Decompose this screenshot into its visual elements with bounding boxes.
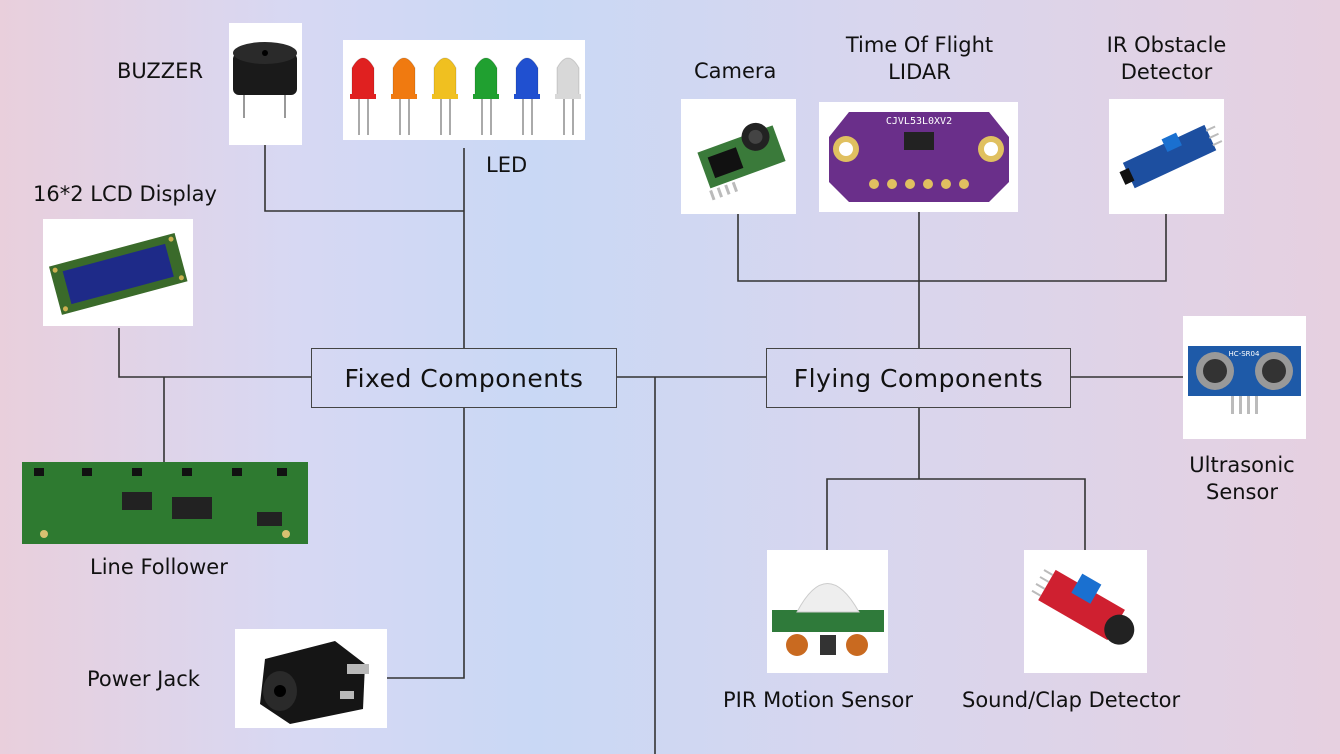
ir-obstacle-image (1109, 99, 1224, 214)
power-jack-image (235, 629, 387, 728)
buzzer-label: BUZZER (117, 59, 204, 83)
connector-power-jack (387, 408, 465, 679)
buzzer-image (229, 23, 302, 145)
led-bulb (555, 57, 581, 135)
connector-pir-sound (826, 478, 1086, 550)
line-follower-label: Line Follower (90, 555, 228, 579)
line-follower-image (22, 462, 308, 544)
led-bulb (473, 57, 499, 135)
camera-image (681, 99, 796, 214)
fixed-components-title: Fixed Components (344, 363, 584, 393)
power-jack-label: Power Jack (87, 667, 200, 691)
flying-components-title: Flying Components (793, 363, 1044, 393)
pir-label: PIR Motion Sensor (723, 688, 913, 712)
ultrasonic-label: Ultrasonic Sensor (1176, 452, 1308, 506)
sound-image (1024, 550, 1147, 673)
led-label: LED (486, 153, 528, 177)
flying-components-box: Flying Components (766, 348, 1071, 408)
ir-label: IR Obstacle Detector (1094, 32, 1239, 86)
tof-label: Time Of Flight LIDAR (837, 32, 1002, 86)
pir-image (767, 550, 888, 673)
lcd-label: 16*2 LCD Display (33, 182, 217, 206)
ultrasonic-label-line1: Ultrasonic (1189, 453, 1295, 477)
tof-lidar-image: CJVL53L0XV2 (819, 102, 1018, 212)
led-bulb (432, 57, 458, 135)
connector-lcd (118, 328, 311, 378)
ultrasonic-label-line2: Sensor (1206, 480, 1278, 504)
ir-label-line1: IR Obstacle (1106, 33, 1227, 57)
connector-buzzer (264, 145, 464, 212)
led-bulb (391, 57, 417, 135)
ultrasonic-chip-text: HC-SR04 (1229, 350, 1260, 358)
tof-label-line2: LIDAR (888, 60, 951, 84)
led-bulb (350, 57, 376, 135)
lcd-image (43, 219, 193, 326)
led-bulb (514, 57, 540, 135)
camera-label: Camera (694, 59, 777, 83)
fixed-components-box: Fixed Components (311, 348, 617, 408)
connector-camera (737, 214, 1167, 282)
tof-label-line1: Time Of Flight (845, 33, 994, 57)
led-image (343, 40, 585, 140)
ultrasonic-image: HC-SR04 (1183, 316, 1306, 439)
ir-label-line2: Detector (1120, 60, 1213, 84)
tof-chip-text: CJVL53L0XV2 (886, 116, 952, 127)
sound-label: Sound/Clap Detector (962, 688, 1181, 712)
